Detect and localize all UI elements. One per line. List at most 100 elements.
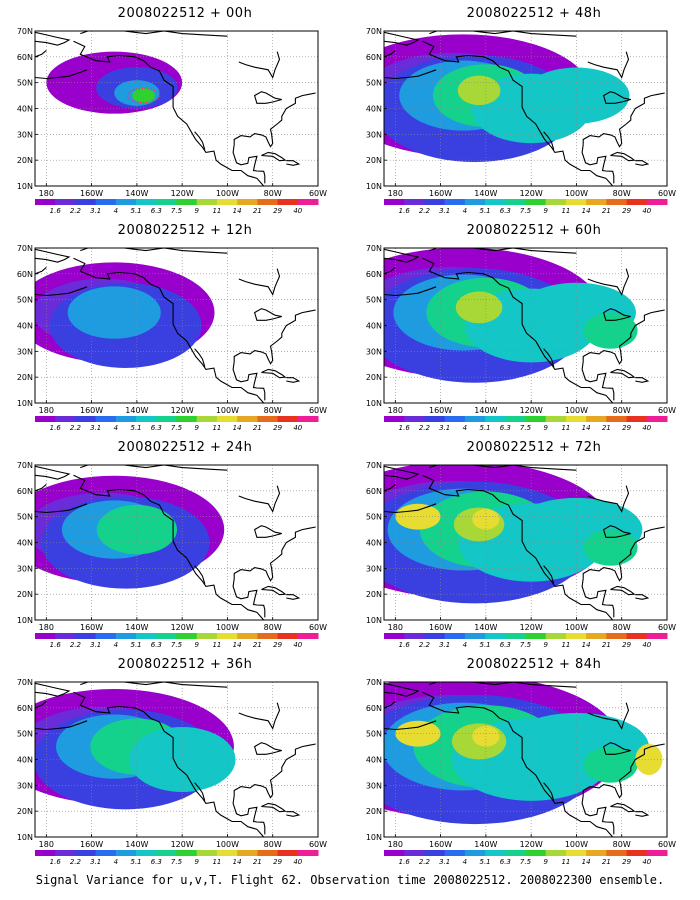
lon-tick-label: 140W — [474, 840, 497, 849]
graticule — [35, 31, 318, 186]
colorbar-label: 4 — [463, 207, 467, 215]
variance-contour — [457, 75, 501, 106]
colorbar-label: 11 — [212, 424, 221, 432]
lon-tick-label: 60W — [309, 406, 327, 415]
lat-tick-label: 50N — [366, 513, 382, 522]
colorbar-label: 3.1 — [90, 424, 101, 432]
colorbar-label: 6.3 — [151, 424, 162, 432]
colorbar: 1.6 2.2 3.1 4 5.1 6.3 7.5 9 11 14 21 29 40 — [35, 416, 319, 432]
colorbar-label: 1.6 — [399, 207, 411, 215]
colorbar-label: 14 — [233, 858, 242, 866]
colorbar-label: 2.2 — [70, 858, 82, 866]
variance-contour — [583, 312, 638, 349]
colorbar-swatch — [277, 199, 299, 205]
colorbar-swatch — [444, 199, 466, 205]
colorbar-swatch — [424, 199, 446, 205]
colorbar-swatch — [35, 850, 56, 856]
colorbar-swatch — [464, 416, 486, 422]
lat-tick-label: 30N — [17, 564, 33, 573]
colorbar-label: 40 — [642, 207, 651, 215]
colorbar-swatch — [136, 633, 157, 639]
lat-tick-label: 70N — [17, 27, 33, 36]
colorbar-label: 3.1 — [439, 207, 450, 215]
colorbar-label: 29 — [622, 641, 631, 649]
colorbar-swatch — [136, 850, 157, 856]
colorbar-swatch — [646, 850, 668, 856]
lon-tick-label: 60W — [658, 840, 676, 849]
variance-contour — [67, 286, 161, 339]
lon-tick-label: 160W — [80, 623, 103, 632]
lon-tick-label: 120W — [171, 406, 194, 415]
colorbar-label: 2.2 — [419, 641, 431, 649]
colorbar-swatch — [216, 633, 238, 639]
lon-tick-label: 180 — [388, 623, 403, 632]
colorbar-swatch — [297, 633, 319, 639]
colorbar-label: 21 — [602, 424, 611, 432]
lat-tick-label: 50N — [366, 79, 382, 88]
colorbar-swatch — [297, 850, 319, 856]
colorbar-swatch — [606, 850, 628, 856]
colorbar-swatch — [606, 633, 628, 639]
lon-tick-label: 180 — [39, 189, 54, 198]
lat-tick-label: 20N — [17, 373, 33, 382]
colorbar-swatch — [156, 199, 177, 205]
lat-tick-label: 10N — [366, 399, 382, 408]
lon-tick-label: 160W — [80, 406, 103, 415]
map-panel: 2008022512 + 24h 70N 60N 50N 40N 30N 20N 10N 180… — [17, 440, 350, 658]
lat-tick-label: 10N — [366, 616, 382, 625]
colorbar-label: 6.3 — [500, 207, 511, 215]
colorbar-label: 1.6 — [50, 641, 62, 649]
colorbar-label: 6.3 — [151, 207, 162, 215]
colorbar-label: 2.2 — [70, 641, 82, 649]
colorbar-label: 4 — [463, 424, 467, 432]
colorbar-label: 3.1 — [439, 641, 450, 649]
map-panel: 2008022512 + 84h 70N 60N 50N 40N 30N 20N 10N 180… — [366, 657, 699, 875]
colorbar-swatch — [646, 633, 668, 639]
colorbar-swatch — [95, 850, 117, 856]
colorbar-label: 5.1 — [480, 641, 491, 649]
lon-tick-label: 60W — [309, 189, 327, 198]
lon-tick-label: 140W — [474, 189, 497, 198]
colorbar-swatch — [75, 850, 97, 856]
colorbar-swatch — [136, 199, 157, 205]
colorbar-label: 7.5 — [171, 424, 183, 432]
lat-tick-label: 30N — [366, 347, 382, 356]
colorbar-swatch — [444, 416, 466, 422]
colorbar-swatch — [525, 850, 547, 856]
lon-tick-label: 100W — [565, 189, 588, 198]
colorbar-swatch — [424, 633, 446, 639]
lon-tick-label: 120W — [520, 840, 543, 849]
colorbar-swatch — [586, 633, 607, 639]
lon-tick-label: 160W — [429, 623, 452, 632]
lat-tick-label: 50N — [366, 730, 382, 739]
colorbar-label: 4 — [463, 858, 467, 866]
lon-tick-label: 180 — [388, 840, 403, 849]
colorbar-swatch — [464, 633, 486, 639]
lat-tick-label: 40N — [17, 322, 33, 331]
colorbar-swatch — [525, 199, 547, 205]
lat-tick-label: 30N — [366, 781, 382, 790]
colorbar-swatch — [525, 416, 547, 422]
colorbar-swatch — [75, 633, 97, 639]
colorbar-label: 1.6 — [50, 207, 62, 215]
lat-tick-label: 50N — [17, 513, 33, 522]
variance-contour — [132, 87, 155, 104]
lon-tick-label: 160W — [429, 840, 452, 849]
map-panel: 2008022512 + 60h 70N 60N 50N 40N 30N 20N 10N 180… — [366, 223, 699, 441]
colorbar-label: 14 — [582, 207, 591, 215]
lat-tick-label: 40N — [17, 756, 33, 765]
colorbar-label: 9 — [194, 641, 199, 649]
colorbar-swatch — [237, 633, 258, 639]
graticule — [35, 465, 318, 620]
colorbar-swatch — [156, 850, 177, 856]
colorbar-swatch — [216, 199, 238, 205]
colorbar-swatch — [277, 416, 299, 422]
colorbar-swatch — [565, 416, 587, 422]
colorbar-swatch — [586, 199, 607, 205]
colorbar-swatch — [565, 850, 587, 856]
lat-tick-label: 60N — [366, 487, 382, 496]
colorbar-swatch — [115, 416, 137, 422]
colorbar-swatch — [545, 633, 567, 639]
colorbar-label: 4 — [114, 858, 118, 866]
lat-tick-label: 70N — [366, 244, 382, 253]
